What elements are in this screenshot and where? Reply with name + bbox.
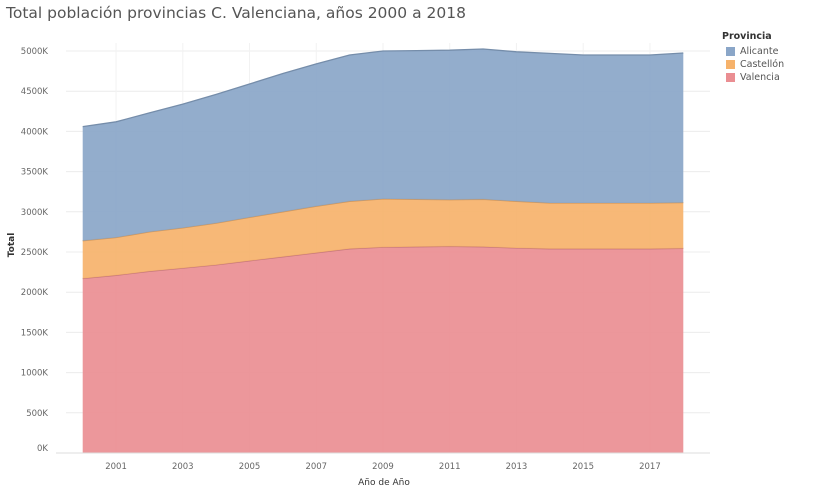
- x-tick-label: 2015: [572, 462, 594, 472]
- legend-label-valencia: Valencia: [740, 72, 780, 83]
- x-tick-label: 2001: [105, 462, 127, 472]
- area-alicante: [82, 49, 684, 241]
- legend: Provincia Alicante Castellón Valencia: [722, 31, 784, 84]
- x-axis-label: Año de Año: [358, 478, 410, 488]
- y-tick-label: 1000K: [21, 369, 49, 379]
- legend-swatch-alicante: [726, 47, 735, 56]
- legend-label-alicante: Alicante: [740, 46, 779, 57]
- legend-item-alicante[interactable]: Alicante: [722, 45, 784, 58]
- x-tick-label: 2003: [172, 462, 194, 472]
- legend-item-valencia[interactable]: Valencia: [722, 71, 784, 84]
- x-tick-label: 2013: [506, 462, 528, 472]
- x-tick-label: 2005: [239, 462, 261, 472]
- legend-swatch-valencia: [726, 73, 735, 82]
- y-tick-label: 4000K: [21, 127, 49, 137]
- y-tick-label: 2000K: [21, 288, 49, 298]
- legend-swatch-castellon: [726, 60, 735, 69]
- x-tick-label: 2009: [372, 462, 394, 472]
- y-tick-label: 2500K: [21, 248, 49, 258]
- x-axis: 2001 2003 2005 2007 2009 2011 2013 2015 2017: [56, 452, 710, 472]
- y-tick-label: 4500K: [21, 87, 49, 97]
- y-axis: 0K 500K 1000K 1500K 2000K 2500K 3000K 3500K 4000…: [21, 47, 49, 454]
- y-tick-label: 3500K: [21, 168, 49, 178]
- x-tick-label: 2017: [639, 462, 661, 472]
- y-tick-label: 0K: [37, 444, 48, 454]
- legend-item-castellon[interactable]: Castellón: [722, 58, 784, 71]
- area-valencia: [82, 246, 684, 453]
- area-castellon: [82, 198, 684, 279]
- y-tick-label: 5000K: [21, 47, 49, 57]
- y-tick-label: 1500K: [21, 328, 49, 338]
- line-alicante: [82, 48, 684, 128]
- legend-title: Provincia: [722, 31, 772, 42]
- y-tick-label: 3000K: [21, 208, 49, 218]
- x-tick-label: 2007: [305, 462, 327, 472]
- area-series: [82, 48, 684, 453]
- y-axis-label: Total: [7, 233, 17, 258]
- y-tick-label: 500K: [26, 409, 48, 419]
- chart-title: Total población provincias C. Valenciana…: [6, 4, 466, 22]
- x-tick-label: 2011: [439, 462, 461, 472]
- legend-label-castellon: Castellón: [740, 59, 785, 70]
